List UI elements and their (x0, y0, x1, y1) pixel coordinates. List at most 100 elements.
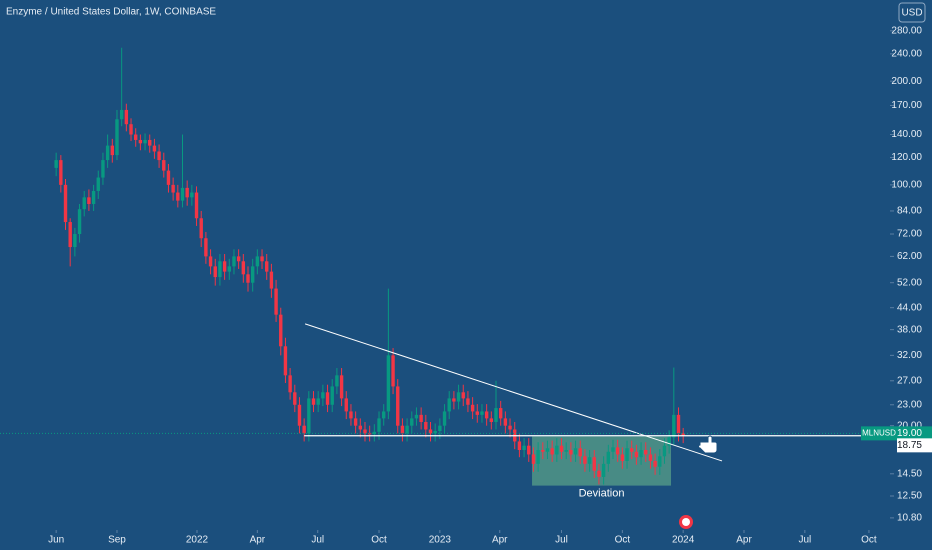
candle-body (349, 411, 353, 419)
candle-body (564, 450, 568, 452)
candle-body (344, 398, 348, 412)
currency-label[interactable]: USD (901, 8, 922, 19)
y-tick-label: 38.00 (897, 324, 922, 335)
candle-body (176, 192, 180, 201)
candle-body (124, 109, 129, 125)
candle-body (639, 450, 643, 458)
candle-body (424, 421, 428, 430)
candle-body (676, 414, 681, 434)
candle-body (386, 355, 391, 412)
candle-body (452, 398, 456, 402)
candle-body (157, 151, 161, 161)
candle-body (190, 192, 194, 198)
candle-body (578, 448, 582, 457)
price-tag (897, 426, 932, 441)
x-tick-label: Jul (555, 535, 568, 546)
x-tick-label: Apr (736, 535, 752, 546)
x-tick-label: Oct (371, 535, 387, 546)
candle-body (545, 448, 550, 452)
candle-body (615, 447, 620, 455)
candle-body (672, 414, 676, 438)
x-tick-label: 2022 (186, 535, 209, 546)
hand-shape (698, 435, 718, 454)
candle-body (265, 261, 269, 272)
candle-body (87, 197, 91, 204)
candle-body (213, 266, 217, 278)
candle-body (522, 445, 526, 451)
currency-button[interactable]: USD (898, 2, 926, 23)
candle-body (59, 160, 63, 185)
candle-body (555, 445, 559, 455)
candle-body (648, 454, 653, 461)
candle-body (559, 445, 564, 452)
deviation-box (532, 436, 672, 486)
last-price-tag (897, 438, 932, 453)
candle-body (527, 445, 531, 455)
candle-body (293, 392, 297, 405)
y-tick-label: 280.00 (891, 25, 922, 36)
candle-body (236, 256, 241, 262)
y-tick-label: 23.00 (897, 399, 922, 410)
candle-body (498, 408, 503, 419)
candle-body (587, 457, 592, 464)
x-tick-label: Apr (492, 535, 508, 546)
candle-body (311, 398, 316, 405)
last-price-label: 18.75 (897, 440, 922, 451)
x-tick-label: Jun (48, 535, 64, 546)
x-tick-label: Oct (615, 535, 631, 546)
candle-body (101, 160, 105, 178)
candle-body (82, 197, 86, 210)
y-tick-label: 14.50 (897, 468, 922, 479)
candle-body (400, 425, 405, 434)
candle-body (461, 392, 465, 399)
symbol-tag (861, 426, 897, 441)
x-tick-label: Oct (861, 535, 877, 546)
candle-body (658, 456, 662, 467)
y-tick-label: 100.00 (891, 180, 922, 191)
candle-body (620, 454, 625, 461)
candle-body (414, 414, 419, 419)
candle-body (428, 429, 433, 434)
candle-body (185, 187, 189, 198)
candle-body (358, 425, 363, 430)
candle-body (681, 433, 685, 436)
candle-body (601, 463, 606, 477)
candle-body (255, 256, 260, 267)
y-tick-label: 140.00 (891, 129, 922, 140)
candle-body (377, 418, 381, 432)
x-tick-label: Jul (798, 535, 811, 546)
candle-body (630, 448, 634, 452)
candle-body (550, 448, 554, 455)
candle-body (129, 124, 133, 135)
y-tick-label: 62.00 (897, 251, 922, 262)
candle-body (148, 139, 152, 146)
candle-body (517, 441, 522, 451)
candle-body (274, 288, 278, 315)
y-tick-label: 52.00 (897, 277, 922, 288)
candle-body (152, 145, 157, 152)
candle-body (611, 447, 615, 452)
candle-body (180, 187, 185, 201)
y-tick-label: 120.00 (891, 152, 922, 163)
currency-button-frame[interactable] (898, 2, 926, 23)
candle-body (438, 425, 442, 432)
event-inner[interactable] (682, 518, 690, 526)
candle-body (592, 457, 596, 471)
candle-body (405, 425, 409, 434)
y-tick-label: 12.50 (897, 491, 922, 502)
candle-body (536, 450, 540, 464)
hand-icon (698, 435, 718, 454)
candle-body (330, 386, 334, 405)
candle-body (321, 392, 325, 399)
candle-body (73, 234, 77, 248)
candle-body (297, 404, 302, 426)
event-icon[interactable] (679, 515, 693, 529)
candle-body (363, 429, 367, 434)
candle-body (644, 450, 648, 455)
candle-body (569, 450, 573, 455)
candle-body (260, 256, 264, 262)
candle-body (531, 454, 536, 464)
candle-body (447, 398, 451, 412)
candle-body (133, 134, 138, 140)
